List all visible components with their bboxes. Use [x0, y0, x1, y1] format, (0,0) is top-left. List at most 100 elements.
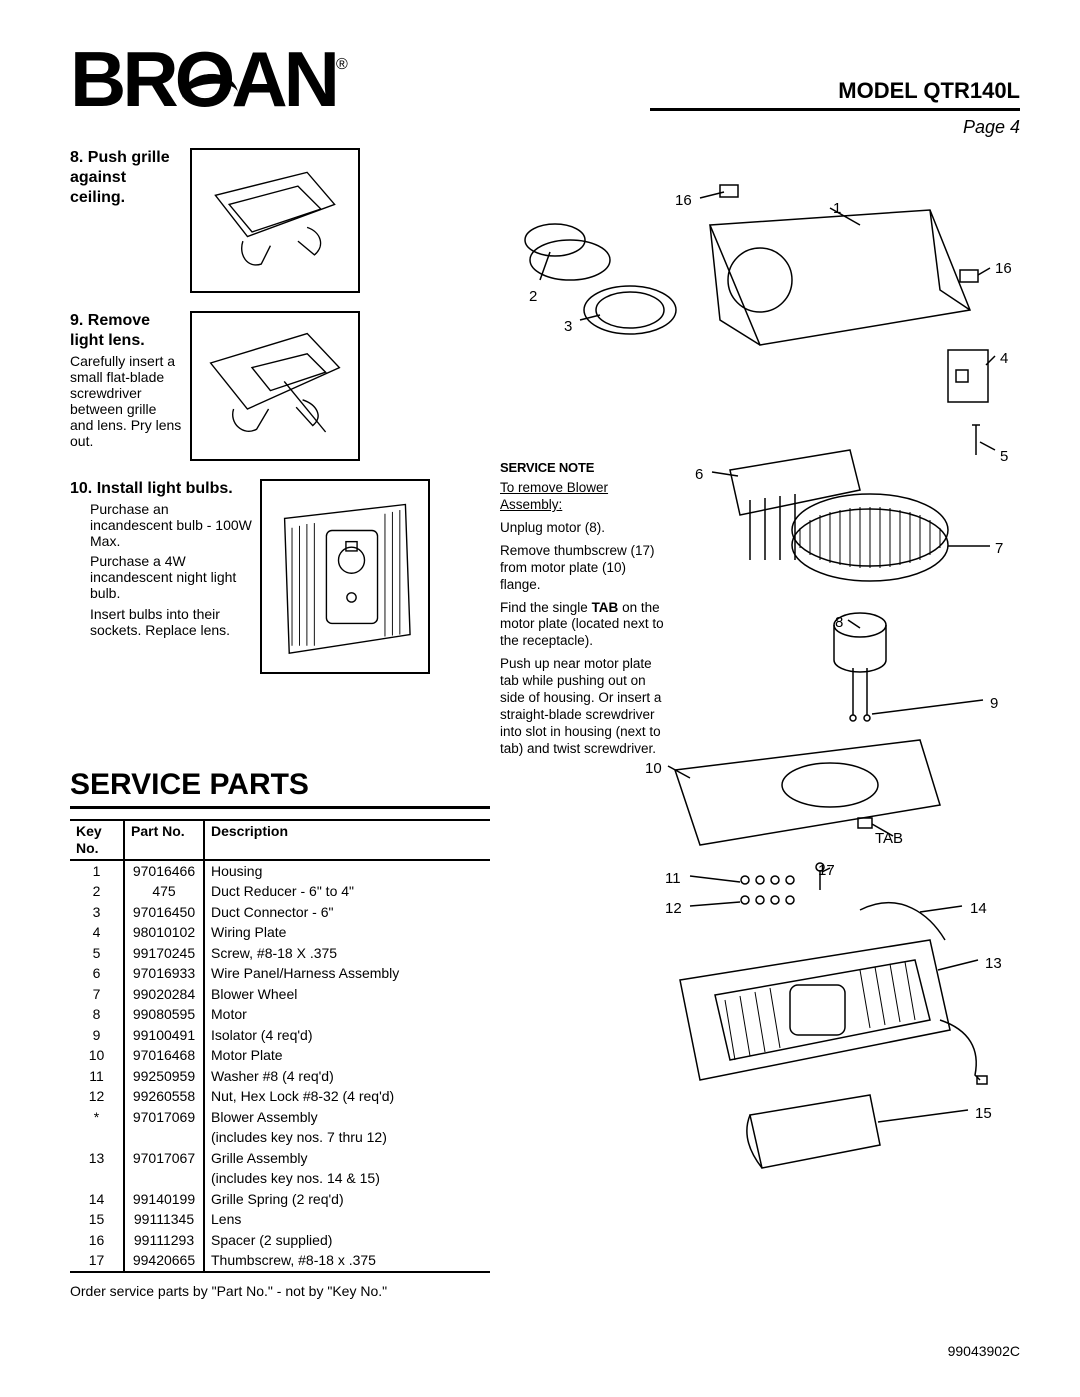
cell-desc: Grille Spring (2 req'd) [204, 1189, 490, 1210]
cell-desc: (includes key nos. 14 & 15) [204, 1169, 490, 1190]
cell-partno: 97016466 [124, 860, 204, 882]
cell-key: 7 [70, 984, 124, 1005]
cell-desc: Motor Plate [204, 1046, 490, 1067]
cell-desc: Lens [204, 1210, 490, 1231]
cell-desc: Nut, Hex Lock #8-32 (4 req'd) [204, 1087, 490, 1108]
cell-key: 16 [70, 1230, 124, 1251]
cell-desc: Duct Connector - 6" [204, 902, 490, 923]
cell-partno: 99260558 [124, 1087, 204, 1108]
instruction-steps: 8. Push grille against ceiling. 9. Remov… [70, 148, 470, 692]
table-row: 1097016468Motor Plate [70, 1046, 490, 1067]
cell-key: 4 [70, 923, 124, 944]
step-8-num: 8. [70, 149, 83, 166]
cell-partno: 99111293 [124, 1230, 204, 1251]
step-9-num: 9. [70, 312, 83, 329]
cell-key [70, 1169, 124, 1190]
page-number: Page 4 [650, 115, 1020, 138]
trademark-symbol: ® [336, 56, 348, 73]
cell-partno: 98010102 [124, 923, 204, 944]
cell-desc: Blower Assembly [204, 1107, 490, 1128]
cell-desc: Blower Wheel [204, 984, 490, 1005]
cell-key: 2 [70, 882, 124, 903]
cell-key: 11 [70, 1066, 124, 1087]
cell-partno [124, 1169, 204, 1190]
table-row: 599170245Screw, #8-18 X .375 [70, 943, 490, 964]
cell-partno: 97016450 [124, 902, 204, 923]
cell-key: 8 [70, 1005, 124, 1026]
diagram-callout: 12 [665, 900, 682, 917]
cell-desc: Duct Reducer - 6" to 4" [204, 882, 490, 903]
table-row: 1699111293Spacer (2 supplied) [70, 1230, 490, 1251]
step-10-body-2: Purchase a 4W incandescent night light b… [90, 553, 252, 601]
cell-key: 10 [70, 1046, 124, 1067]
cell-partno: 97016933 [124, 964, 204, 985]
table-row: (includes key nos. 14 & 15) [70, 1169, 490, 1190]
diagram-callout: 7 [995, 540, 1003, 557]
diagram-callout: 4 [1000, 350, 1008, 367]
cell-partno: 99170245 [124, 943, 204, 964]
col-key: Key No. [70, 820, 124, 860]
step-9: 9. Remove light lens. Carefully insert a… [70, 311, 470, 461]
table-row: 1199250959Washer #8 (4 req'd) [70, 1066, 490, 1087]
table-row: 1397017067Grille Assembly [70, 1148, 490, 1169]
cell-partno: 97017067 [124, 1148, 204, 1169]
diagram-callout: 16 [675, 192, 692, 209]
cell-partno: 475 [124, 882, 204, 903]
cell-desc: Wiring Plate [204, 923, 490, 944]
table-row: 899080595Motor [70, 1005, 490, 1026]
step-10-body-3: Insert bulbs into their sockets. Replace… [90, 606, 252, 638]
table-row: (includes key nos. 7 thru 12) [70, 1128, 490, 1149]
step-10-num: 10. [70, 480, 92, 497]
table-row: 799020284Blower Wheel [70, 984, 490, 1005]
brand-wordmark: BROAN [70, 48, 336, 110]
cell-key: 1 [70, 860, 124, 882]
diagram-callout: 2 [529, 288, 537, 305]
table-row: *97017069Blower Assembly [70, 1107, 490, 1128]
cell-key: 12 [70, 1087, 124, 1108]
diagram-callout: 8 [835, 614, 843, 631]
cell-key: 14 [70, 1189, 124, 1210]
cell-partno: 99020284 [124, 984, 204, 1005]
cell-desc: Washer #8 (4 req'd) [204, 1066, 490, 1087]
cell-key: 9 [70, 1025, 124, 1046]
diagram-callout: 13 [985, 955, 1002, 972]
table-row: 498010102Wiring Plate [70, 923, 490, 944]
cell-desc: Screw, #8-18 X .375 [204, 943, 490, 964]
cell-desc: Housing [204, 860, 490, 882]
table-row: 197016466Housing [70, 860, 490, 882]
table-row: 1499140199Grille Spring (2 req'd) [70, 1189, 490, 1210]
cell-partno [124, 1128, 204, 1149]
col-desc: Description [204, 820, 490, 860]
brand-logo: BROAN® [70, 48, 348, 111]
figure-step-8 [190, 148, 360, 293]
exploded-diagram: 1611623456789101117121413TAB15 [500, 170, 1020, 1190]
service-parts-rule [70, 806, 490, 809]
diagram-callout: 5 [1000, 448, 1008, 465]
step-8-title: Push grille against ceiling. [70, 149, 170, 206]
cell-desc: (includes key nos. 7 thru 12) [204, 1128, 490, 1149]
table-row: 999100491Isolator (4 req'd) [70, 1025, 490, 1046]
cell-partno: 99420665 [124, 1251, 204, 1273]
diagram-callout: 6 [695, 466, 703, 483]
cell-key: 6 [70, 964, 124, 985]
table-row: 1599111345Lens [70, 1210, 490, 1231]
cell-desc: Wire Panel/Harness Assembly [204, 964, 490, 985]
order-note: Order service parts by "Part No." - not … [70, 1283, 490, 1299]
cell-key: 3 [70, 902, 124, 923]
cell-key: 5 [70, 943, 124, 964]
cell-partno: 97016468 [124, 1046, 204, 1067]
cell-partno: 99250959 [124, 1066, 204, 1087]
cell-key [70, 1128, 124, 1149]
cell-desc: Grille Assembly [204, 1148, 490, 1169]
header-rule [650, 108, 1020, 111]
table-row: 697016933Wire Panel/Harness Assembly [70, 964, 490, 985]
cell-desc: Isolator (4 req'd) [204, 1025, 490, 1046]
diagram-callout: 17 [818, 862, 835, 879]
cell-partno: 99100491 [124, 1025, 204, 1046]
cell-desc: Thumbscrew, #8-18 x .375 [204, 1251, 490, 1273]
table-row: 397016450Duct Connector - 6" [70, 902, 490, 923]
table-row: 1799420665Thumbscrew, #8-18 x .375 [70, 1251, 490, 1273]
cell-key: 17 [70, 1251, 124, 1273]
page: BROAN® MODEL QTR140L Page 4 8. Push gril… [0, 0, 1080, 1397]
table-row: 1299260558Nut, Hex Lock #8-32 (4 req'd) [70, 1087, 490, 1108]
